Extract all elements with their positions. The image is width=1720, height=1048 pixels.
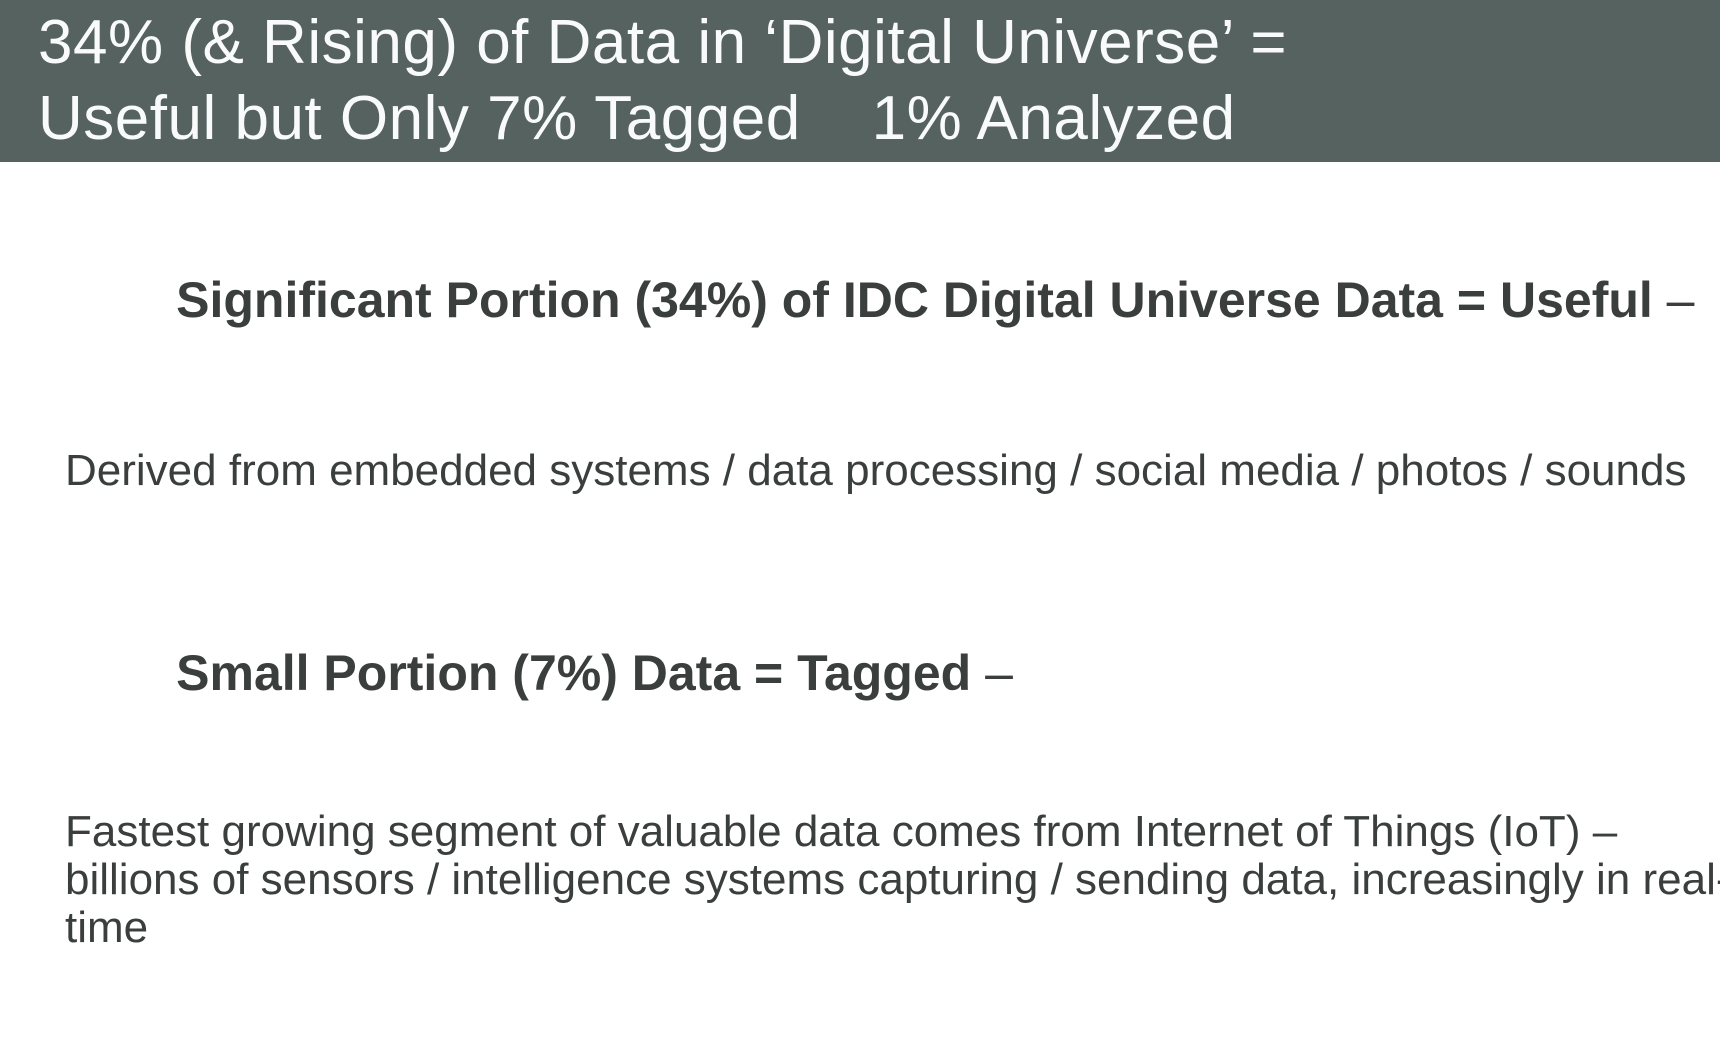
section-tagged-heading-text: Small Portion (7%) Data = Tagged: [176, 645, 972, 701]
section-useful-heading-text: Significant Portion (34%) of IDC Digital…: [176, 272, 1653, 328]
slide-title-banner: 34% (& Rising) of Data in ‘Digital Unive…: [0, 0, 1720, 162]
slide-title-line1: 34% (& Rising) of Data in ‘Digital Unive…: [38, 8, 1288, 77]
slide-title-line2: Useful but Only 7% Tagged 1% Analyzed: [38, 84, 1236, 153]
section-tagged: Small Portion (7%) Data = Tagged – Faste…: [65, 583, 1720, 952]
section-useful: Significant Portion (34%) of IDC Digital…: [65, 210, 1694, 495]
section-tagged-heading-dash: –: [971, 645, 1013, 701]
section-tagged-heading: Small Portion (7%) Data = Tagged –: [65, 583, 1690, 763]
section-tagged-body-text: Fastest growing segment of valuable data…: [65, 807, 1720, 952]
slide-body: Significant Portion (34%) of IDC Digital…: [0, 210, 1720, 1048]
section-useful-heading-dash: –: [1652, 272, 1695, 328]
section-useful-body-text: Derived from embedded systems / data pro…: [65, 446, 1687, 495]
section-useful-heading: Significant Portion (34%) of IDC Digital…: [65, 210, 1694, 390]
